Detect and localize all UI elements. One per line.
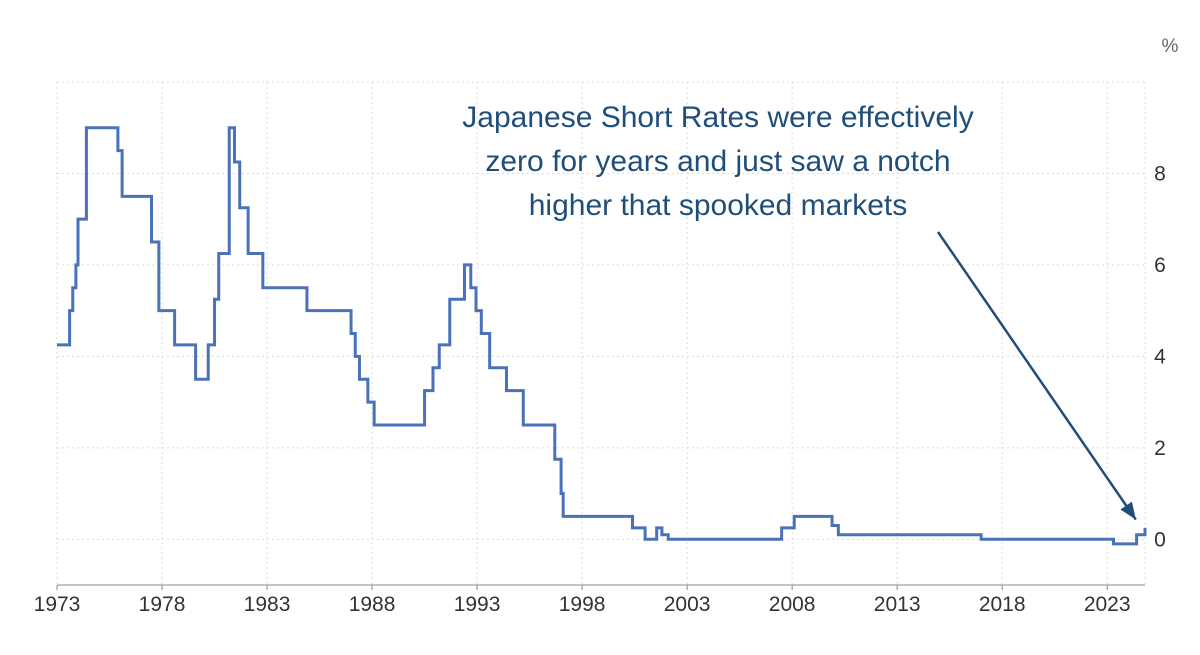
y-axis: 0 2 4 6 8 (1154, 162, 1166, 551)
annotation-text-line: zero for years and just saw a notch (485, 145, 950, 178)
x-tick-label: 1973 (34, 593, 81, 616)
annotation-text-line: Japanese Short Rates were effectively (462, 101, 973, 134)
x-tick-label: 2013 (874, 593, 921, 616)
x-tick-label: 1993 (454, 593, 501, 616)
y-tick-label: 8 (1154, 162, 1166, 185)
annotation-arrow-shaft (936, 231, 1137, 521)
series-line (57, 126, 1147, 546)
annotation: Japanese Short Rates were effectively zer… (462, 101, 1137, 521)
x-tick-label: 1988 (349, 593, 396, 616)
x-tick-label: 1983 (244, 593, 291, 616)
y-tick-label: 2 (1154, 437, 1166, 460)
y-tick-label: 6 (1154, 254, 1166, 277)
series-layer (57, 126, 1147, 546)
y-unit-label: % (1162, 36, 1179, 57)
annotation-text-line: higher that spooked markets (529, 189, 908, 222)
x-tick-label: 2023 (1084, 593, 1131, 616)
x-axis: 1973 1978 1983 1988 1993 1998 2003 2008 2013 2018… (34, 585, 1131, 616)
x-tick-label: 2008 (769, 593, 816, 616)
x-tick-label: 1978 (139, 593, 186, 616)
annotation-arrow-head (1120, 501, 1136, 520)
x-tick-label: 2003 (664, 593, 711, 616)
y-tick-label: 4 (1154, 345, 1166, 368)
x-tick-label: 2018 (979, 593, 1026, 616)
y-tick-label: 0 (1154, 528, 1166, 551)
x-tick-label: 1998 (559, 593, 606, 616)
